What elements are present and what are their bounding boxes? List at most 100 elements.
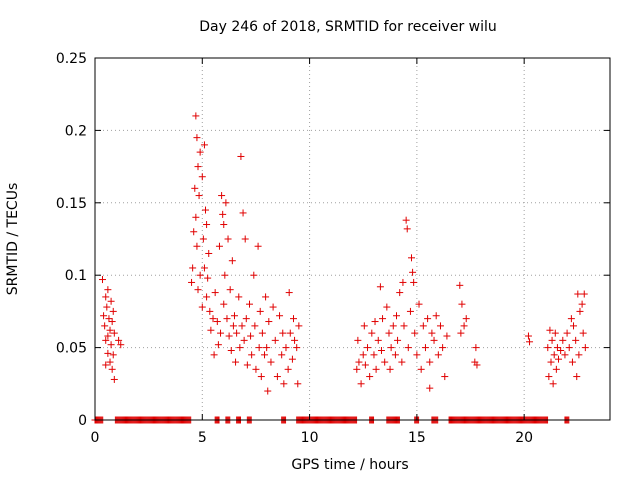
data-point <box>410 278 418 286</box>
data-point <box>198 303 206 311</box>
data-point <box>428 329 436 337</box>
data-point <box>383 303 391 311</box>
data-point <box>102 293 110 301</box>
x-tick-label: 5 <box>198 430 207 446</box>
data-point <box>252 365 260 373</box>
data-point <box>293 344 301 352</box>
data-point <box>193 134 201 142</box>
data-point <box>409 268 417 276</box>
data-point <box>196 271 204 279</box>
data-point <box>102 336 110 344</box>
data-point <box>565 344 573 352</box>
data-point <box>424 315 432 323</box>
data-point <box>580 290 588 298</box>
data-point <box>460 322 468 330</box>
data-point <box>357 380 365 388</box>
data-point <box>430 336 438 344</box>
data-point <box>243 361 251 369</box>
data-point <box>188 278 196 286</box>
data-point <box>578 300 586 308</box>
data-point <box>386 365 394 373</box>
data-point <box>235 293 243 301</box>
data-point <box>289 315 297 323</box>
y-tick-label: 0.1 <box>65 268 87 284</box>
data-point <box>391 351 399 359</box>
data-point <box>269 303 277 311</box>
data-point <box>421 344 429 352</box>
data-point <box>239 209 247 217</box>
data-point <box>101 322 109 330</box>
y-axis-label: SRMTID / TECUs <box>5 183 21 296</box>
data-point <box>387 344 395 352</box>
data-point <box>109 351 117 359</box>
data-point <box>457 329 465 337</box>
data-point <box>222 199 230 207</box>
data-point <box>472 344 480 352</box>
data-point <box>575 351 583 359</box>
data-point <box>190 228 198 236</box>
data-point <box>257 373 265 381</box>
data-point <box>399 278 407 286</box>
data-point <box>232 358 240 366</box>
data-point <box>559 336 567 344</box>
data-point <box>236 344 244 352</box>
data-point <box>215 242 223 250</box>
data-point <box>107 297 115 305</box>
data-point <box>225 332 233 340</box>
data-point <box>545 373 553 381</box>
data-point <box>439 344 447 352</box>
data-points <box>91 112 589 424</box>
data-point <box>432 312 440 320</box>
data-point <box>372 365 380 373</box>
data-point <box>258 329 266 337</box>
data-point <box>581 344 589 352</box>
data-point <box>229 322 237 330</box>
data-point <box>394 336 402 344</box>
data-point <box>264 387 272 395</box>
data-point <box>108 365 116 373</box>
data-point <box>210 351 218 359</box>
data-point <box>553 344 561 352</box>
data-point <box>219 210 227 218</box>
x-tick-label: 10 <box>301 430 319 446</box>
x-tick-label: 15 <box>408 430 426 446</box>
data-point <box>294 380 302 388</box>
data-point <box>568 358 576 366</box>
data-point <box>223 315 231 323</box>
data-point <box>396 289 404 297</box>
data-point <box>361 361 369 369</box>
data-point <box>267 358 275 366</box>
data-point <box>549 380 557 388</box>
data-point <box>194 286 202 294</box>
data-point <box>192 112 200 120</box>
chart-title: Day 246 of 2018, SRMTID for receiver wil… <box>199 19 497 35</box>
y-tick-label: 0.25 <box>56 51 87 67</box>
y-tick-label: 0.05 <box>56 341 87 357</box>
data-point <box>547 358 555 366</box>
data-point <box>415 300 423 308</box>
data-point <box>206 307 214 315</box>
data-point <box>404 344 412 352</box>
data-point <box>263 344 271 352</box>
data-point <box>204 274 212 282</box>
data-point <box>546 326 554 334</box>
data-point <box>359 351 367 359</box>
data-point <box>524 332 532 340</box>
data-point <box>246 300 253 308</box>
data-point <box>205 249 213 257</box>
data-point <box>561 351 569 359</box>
data-point <box>552 365 560 373</box>
data-point <box>220 300 228 308</box>
data-point <box>104 332 112 340</box>
data-point <box>247 332 255 340</box>
data-point <box>286 329 294 337</box>
data-point <box>278 351 286 359</box>
data-point <box>102 361 110 369</box>
data-point <box>227 346 235 354</box>
data-point <box>233 329 241 337</box>
data-point <box>241 235 249 243</box>
plot-frame <box>94 57 611 421</box>
data-point <box>550 351 558 359</box>
data-point <box>288 355 296 363</box>
